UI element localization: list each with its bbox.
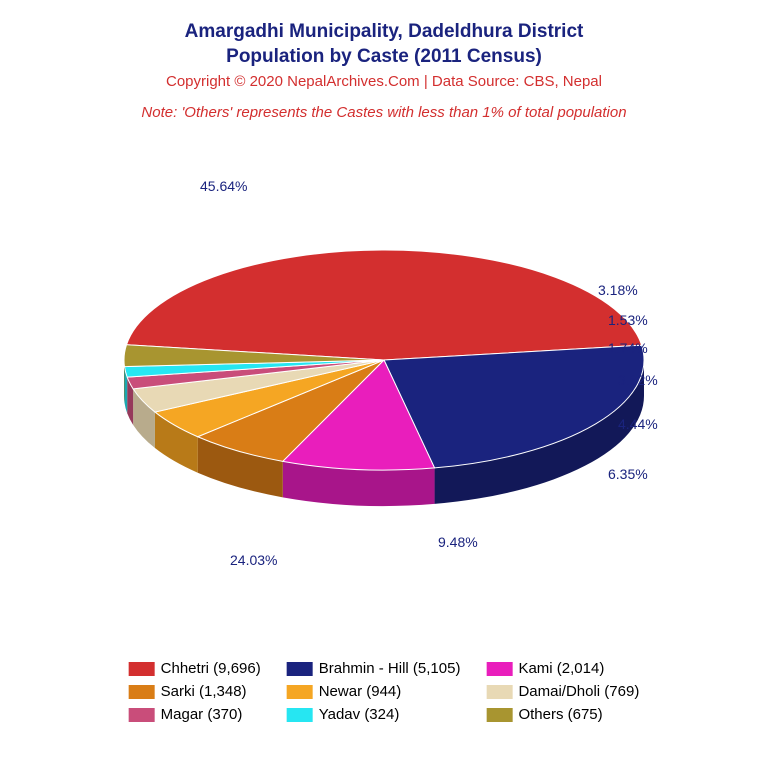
- pie-pct-label: 1.74%: [608, 340, 648, 356]
- legend-swatch: [486, 708, 512, 722]
- pie-pct-label: 24.03%: [230, 552, 277, 568]
- legend-swatch: [129, 685, 155, 699]
- pie-pct-label: 4.44%: [618, 416, 658, 432]
- legend-item: Others (675): [486, 706, 639, 723]
- legend-item: Damai/Dholi (769): [486, 683, 639, 700]
- pie-svg: [0, 140, 768, 570]
- chart-title-line2: Population by Caste (2011 Census): [0, 45, 768, 70]
- legend-item: Brahmin - Hill (5,105): [287, 660, 461, 677]
- legend-label: Sarki (1,348): [161, 683, 247, 700]
- legend: Chhetri (9,696) Brahmin - Hill (5,105) Kam…: [129, 660, 640, 723]
- legend-label: Kami (2,014): [518, 660, 604, 677]
- pie-pct-label: 1.53%: [608, 312, 648, 328]
- legend-item: Sarki (1,348): [129, 683, 261, 700]
- pie-pct-label: 3.62%: [618, 372, 658, 388]
- legend-label: Brahmin - Hill (5,105): [319, 660, 461, 677]
- copyright-text: Copyright © 2020 NepalArchives.Com | Dat…: [0, 73, 768, 90]
- legend-swatch: [486, 662, 512, 676]
- pie-slice: [127, 250, 642, 360]
- legend-swatch: [287, 662, 313, 676]
- legend-label: Magar (370): [161, 706, 243, 723]
- pie-pct-label: 9.48%: [438, 534, 478, 550]
- pie-pct-label: 3.18%: [598, 282, 638, 298]
- legend-swatch: [486, 685, 512, 699]
- legend-label: Chhetri (9,696): [161, 660, 261, 677]
- legend-item: Newar (944): [287, 683, 461, 700]
- legend-item: Chhetri (9,696): [129, 660, 261, 677]
- legend-swatch: [287, 708, 313, 722]
- legend-item: Magar (370): [129, 706, 261, 723]
- pie-pct-label: 6.35%: [608, 466, 648, 482]
- title-block: Amargadhi Municipality, Dadeldhura Distr…: [0, 0, 768, 121]
- legend-label: Yadav (324): [319, 706, 400, 723]
- legend-swatch: [129, 708, 155, 722]
- legend-item: Yadav (324): [287, 706, 461, 723]
- legend-swatch: [129, 662, 155, 676]
- legend-label: Newar (944): [319, 683, 402, 700]
- legend-item: Kami (2,014): [486, 660, 639, 677]
- legend-label: Others (675): [518, 706, 602, 723]
- chart-title-line1: Amargadhi Municipality, Dadeldhura Distr…: [0, 20, 768, 45]
- pie-chart: 45.64% 24.03% 9.48% 6.35% 4.44% 3.62% 1.74% 1.5…: [0, 140, 768, 570]
- note-text: Note: 'Others' represents the Castes wit…: [0, 104, 768, 121]
- legend-swatch: [287, 685, 313, 699]
- legend-label: Damai/Dholi (769): [518, 683, 639, 700]
- pie-pct-label: 45.64%: [200, 178, 247, 194]
